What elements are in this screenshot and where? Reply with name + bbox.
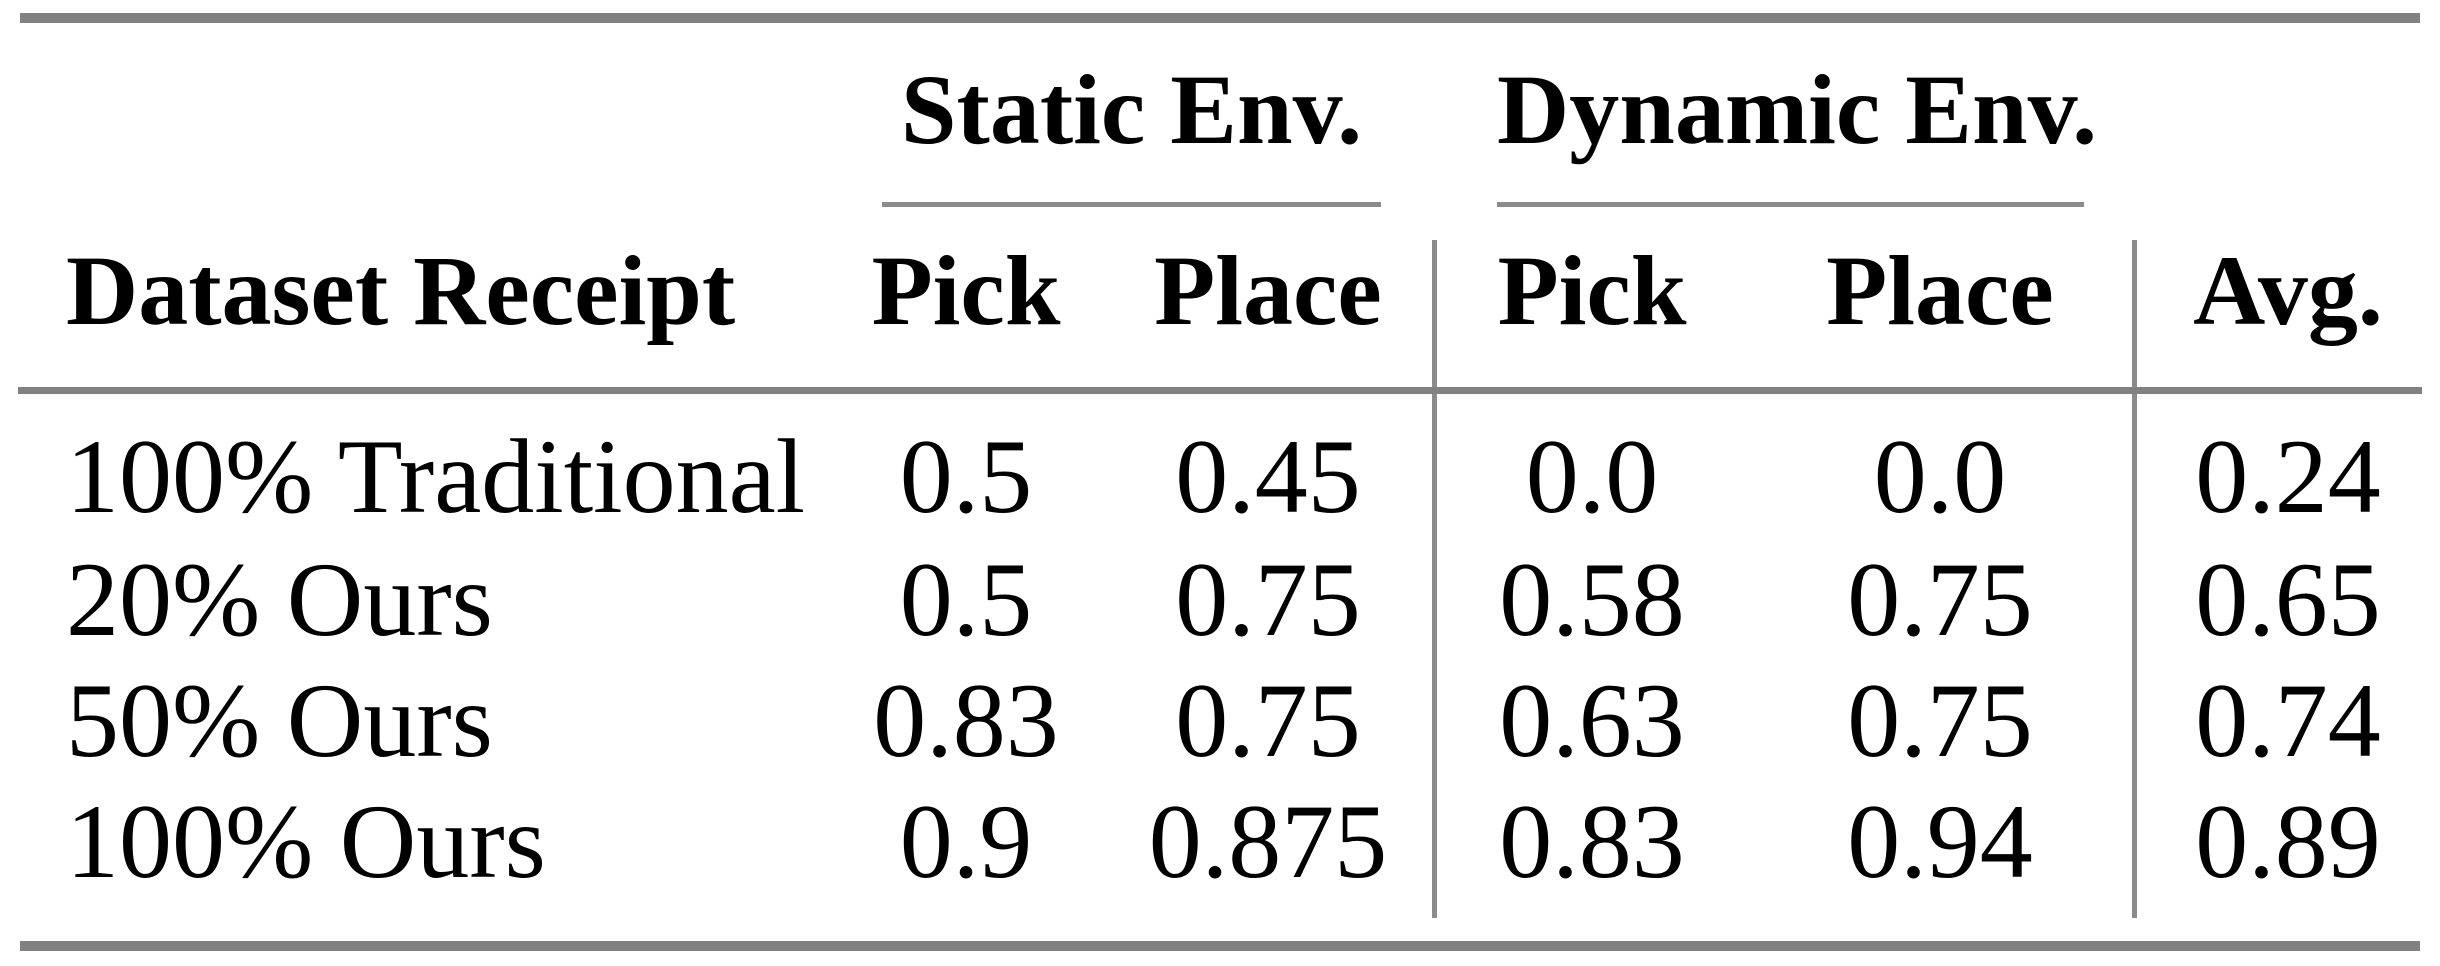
dynamic-env-cmidrule: [1497, 202, 2084, 207]
column-header-dynamic-pick: Pick: [1497, 235, 1687, 346]
vertical-rule-dynamic-avg-body: [2132, 394, 2137, 918]
cell-static-place: 0.45: [1175, 418, 1361, 535]
cell-avg: 0.74: [2195, 662, 2381, 779]
cell-static-place: 0.75: [1175, 541, 1361, 658]
group-header-dynamic-env: Dynamic Env.: [1497, 54, 2098, 165]
cell-dynamic-place: 0.94: [1847, 783, 2033, 900]
column-header-dynamic-place: Place: [1826, 235, 2054, 346]
table-bottom-rule: [20, 941, 2420, 951]
cell-dynamic-pick: 0.83: [1499, 783, 1685, 900]
cell-static-pick: 0.9: [899, 783, 1033, 900]
row-label: 20% Ours: [66, 541, 493, 658]
row-label: 50% Ours: [66, 662, 493, 779]
vertical-rule-dynamic-avg-header: [2132, 240, 2137, 387]
column-header-static-pick: Pick: [871, 235, 1061, 346]
cell-dynamic-pick: 0.0: [1525, 418, 1659, 535]
cell-static-pick: 0.5: [899, 418, 1033, 535]
cell-avg: 0.24: [2195, 418, 2381, 535]
cell-static-pick: 0.5: [899, 541, 1033, 658]
cell-dynamic-place: 0.75: [1847, 662, 2033, 779]
static-env-cmidrule: [882, 202, 1381, 207]
row-label: 100% Ours: [66, 783, 546, 900]
vertical-rule-static-dynamic-body: [1432, 394, 1437, 918]
cell-dynamic-pick: 0.58: [1499, 541, 1685, 658]
column-header-dataset-receipt: Dataset Receipt: [66, 235, 736, 346]
cell-dynamic-pick: 0.63: [1499, 662, 1685, 779]
cell-dynamic-place: 0.75: [1847, 541, 2033, 658]
cell-static-place: 0.75: [1175, 662, 1361, 779]
cell-dynamic-place: 0.0: [1873, 418, 2007, 535]
cell-static-pick: 0.83: [873, 662, 1059, 779]
column-header-avg: Avg.: [2193, 235, 2383, 346]
vertical-rule-static-dynamic-header: [1432, 240, 1437, 387]
table-top-rule: [20, 13, 2420, 23]
cell-static-place: 0.875: [1148, 783, 1388, 900]
row-label: 100% Traditional: [66, 418, 806, 535]
group-header-static-env: Static Env.: [900, 54, 1363, 165]
cell-avg: 0.89: [2195, 783, 2381, 900]
column-header-static-place: Place: [1154, 235, 1382, 346]
table-mid-rule: [18, 387, 2422, 394]
cell-avg: 0.65: [2195, 541, 2381, 658]
